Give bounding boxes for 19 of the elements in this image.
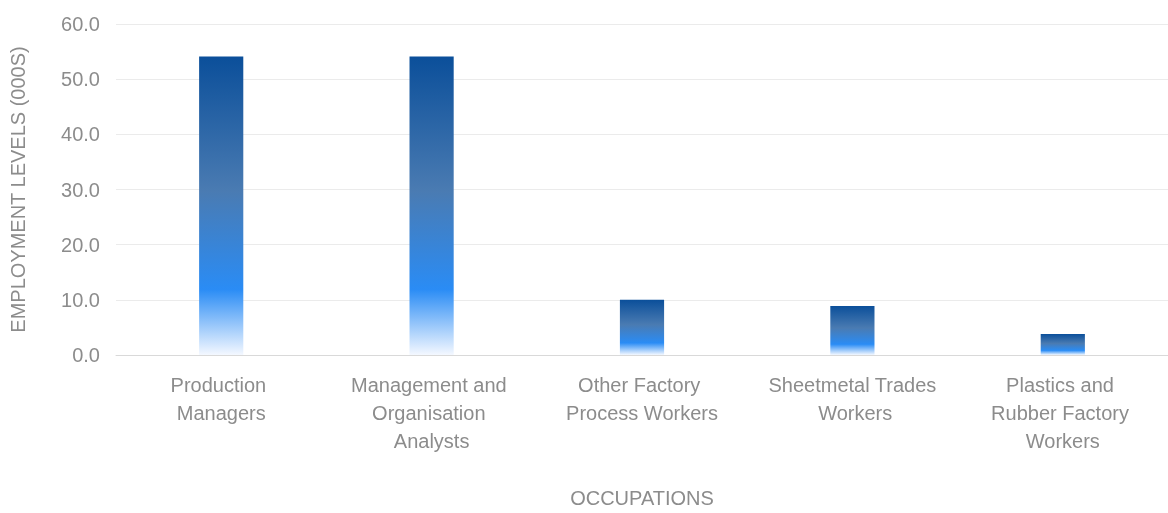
x-tick-label: Production Managers bbox=[170, 374, 272, 424]
x-tick-label: Other Factory Process Workers bbox=[566, 374, 718, 424]
bar bbox=[409, 56, 454, 355]
y-tick-label: 20.0 bbox=[61, 233, 100, 256]
bar bbox=[830, 305, 875, 355]
x-tick-label: Management and Organisation Analysts bbox=[350, 374, 513, 452]
y-tick-label: 40.0 bbox=[61, 123, 100, 146]
y-tick-label: 50.0 bbox=[61, 68, 100, 91]
bar bbox=[1040, 334, 1085, 355]
y-axis-title: EMPLOYMENT LEVELS (000S) bbox=[7, 46, 29, 333]
y-tick-label: 30.0 bbox=[61, 178, 100, 201]
x-tick-label: Sheetmetal Trades Workers bbox=[768, 374, 937, 424]
y-tick-label: 60.0 bbox=[61, 13, 100, 35]
bar bbox=[619, 299, 665, 355]
y-tick-label: 0.0 bbox=[72, 344, 100, 366]
y-tick-label: 10.0 bbox=[61, 288, 100, 311]
bar bbox=[199, 56, 244, 355]
x-tick-label: Plastics and Rubber Factory Workers bbox=[991, 374, 1135, 452]
x-axis-title: OCCUPATIONS bbox=[570, 487, 714, 509]
